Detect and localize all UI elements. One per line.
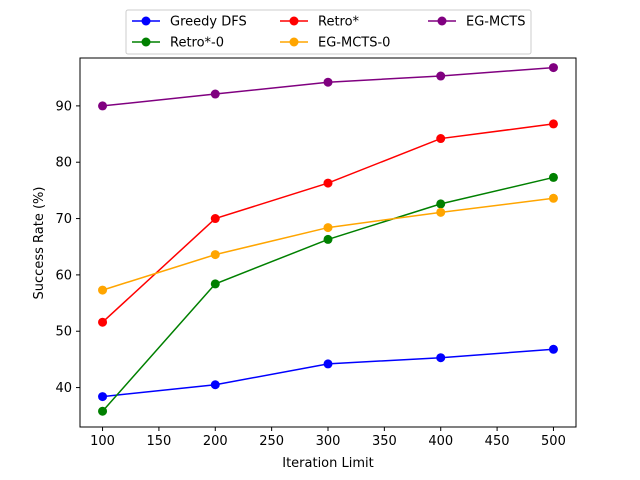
x-tick-label: 250	[259, 434, 284, 449]
y-tick-label: 80	[55, 156, 72, 171]
x-tick-label: 450	[485, 434, 510, 449]
x-tick-label: 100	[90, 434, 115, 449]
legend-marker	[141, 16, 151, 26]
data-point-eg-mcts	[548, 63, 558, 73]
data-point-retro-star	[548, 119, 558, 129]
data-point-retro-star	[323, 178, 333, 188]
data-point-retro-star-0	[210, 279, 220, 289]
data-point-eg-mcts-0	[323, 223, 333, 233]
data-point-retro-star	[436, 134, 446, 144]
data-point-eg-mcts-0	[436, 207, 446, 217]
data-point-retro-star	[98, 317, 108, 327]
y-tick-label: 60	[55, 268, 72, 283]
series-layer	[98, 63, 558, 416]
legend-item-retro-star-0: Retro*-0	[132, 36, 224, 51]
data-point-eg-mcts	[210, 89, 220, 99]
legend-item-retro-star: Retro*	[280, 15, 360, 30]
data-point-retro-star	[210, 214, 220, 224]
legend-marker	[437, 16, 447, 26]
data-point-eg-mcts-0	[98, 285, 108, 295]
data-point-greedy-dfs	[210, 380, 220, 390]
legend: Greedy DFS Retro*-0 Retro* EG-MCTS-0 EG-MCTS	[125, 9, 532, 55]
data-point-greedy-dfs	[548, 344, 558, 354]
data-point-retro-star-0	[436, 199, 446, 209]
y-axis-label: Success Rate (%)	[32, 187, 47, 300]
x-tick-label: 150	[146, 434, 171, 449]
x-tick-label: 500	[541, 434, 566, 449]
x-axis-label: Iteration Limit	[282, 456, 374, 471]
legend-item-eg-mcts-0: EG-MCTS-0	[280, 36, 390, 51]
data-point-greedy-dfs	[436, 353, 446, 363]
legend-label: Retro*-0	[170, 36, 224, 51]
x-tick-label: 300	[316, 434, 341, 449]
data-point-eg-mcts	[436, 71, 446, 81]
x-tick-label: 400	[428, 434, 453, 449]
legend-label: EG-MCTS	[466, 15, 525, 30]
data-point-eg-mcts-0	[210, 250, 220, 260]
data-point-retro-star-0	[323, 234, 333, 244]
y-tick-label: 70	[55, 212, 72, 227]
data-point-eg-mcts-0	[548, 193, 558, 203]
data-point-eg-mcts	[98, 101, 108, 111]
x-axis: 100 150 200 250 300 350 400 450 500	[90, 427, 566, 449]
y-tick-label: 50	[55, 325, 72, 340]
y-tick-label: 90	[55, 99, 72, 114]
data-point-retro-star-0	[548, 172, 558, 182]
x-tick-label: 350	[372, 434, 397, 449]
legend-item-eg-mcts: EG-MCTS	[428, 15, 525, 30]
legend-label: Greedy DFS	[170, 15, 247, 30]
data-point-retro-star-0	[98, 406, 108, 416]
x-tick-label: 200	[203, 434, 228, 449]
legend-marker	[289, 16, 299, 26]
y-axis: 40 50 60 70 80 90	[55, 99, 80, 396]
data-point-eg-mcts	[323, 77, 333, 87]
data-point-greedy-dfs	[98, 392, 108, 402]
legend-marker	[289, 37, 299, 47]
legend-marker	[141, 37, 151, 47]
legend-label: Retro*	[318, 15, 360, 30]
y-tick-label: 40	[55, 381, 72, 396]
data-point-greedy-dfs	[323, 359, 333, 369]
legend-item-greedy-dfs: Greedy DFS	[132, 15, 247, 30]
legend-label: EG-MCTS-0	[318, 36, 390, 51]
